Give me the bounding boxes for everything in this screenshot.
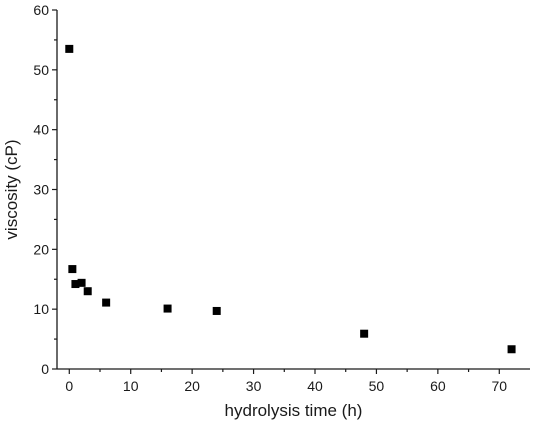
x-tick-label: 10 — [123, 378, 139, 394]
data-point — [71, 280, 80, 289]
x-tick-label: 40 — [307, 378, 323, 394]
x-tick-label: 70 — [491, 378, 507, 394]
x-tick-label: 20 — [184, 378, 200, 394]
y-tick-label: 40 — [33, 122, 49, 138]
y-tick-label: 10 — [33, 301, 49, 317]
y-axis-title: viscosity (cP) — [2, 139, 21, 239]
data-point — [360, 329, 369, 338]
data-point — [163, 304, 172, 313]
data-point — [212, 306, 221, 315]
x-tick-label: 60 — [430, 378, 446, 394]
y-tick-label: 0 — [41, 361, 49, 377]
x-axis-ticks: 0 10 20 30 40 50 60 70 — [65, 369, 507, 394]
y-tick-label: 20 — [33, 241, 49, 257]
data-point — [507, 345, 516, 354]
data-point — [102, 298, 111, 307]
data-point — [77, 278, 86, 287]
x-tick-label: 0 — [65, 378, 73, 394]
y-tick-label: 30 — [33, 182, 49, 198]
x-tick-label: 30 — [246, 378, 262, 394]
x-tick-label: 50 — [369, 378, 385, 394]
y-axis-ticks: 0 10 20 30 40 50 60 — [33, 2, 57, 377]
y-tick-label: 50 — [33, 62, 49, 78]
data-point — [68, 265, 77, 274]
data-point — [65, 44, 74, 53]
y-tick-label: 60 — [33, 2, 49, 18]
data-points — [65, 44, 516, 354]
data-point — [83, 287, 92, 296]
x-axis-title: hydrolysis time (h) — [225, 401, 363, 420]
